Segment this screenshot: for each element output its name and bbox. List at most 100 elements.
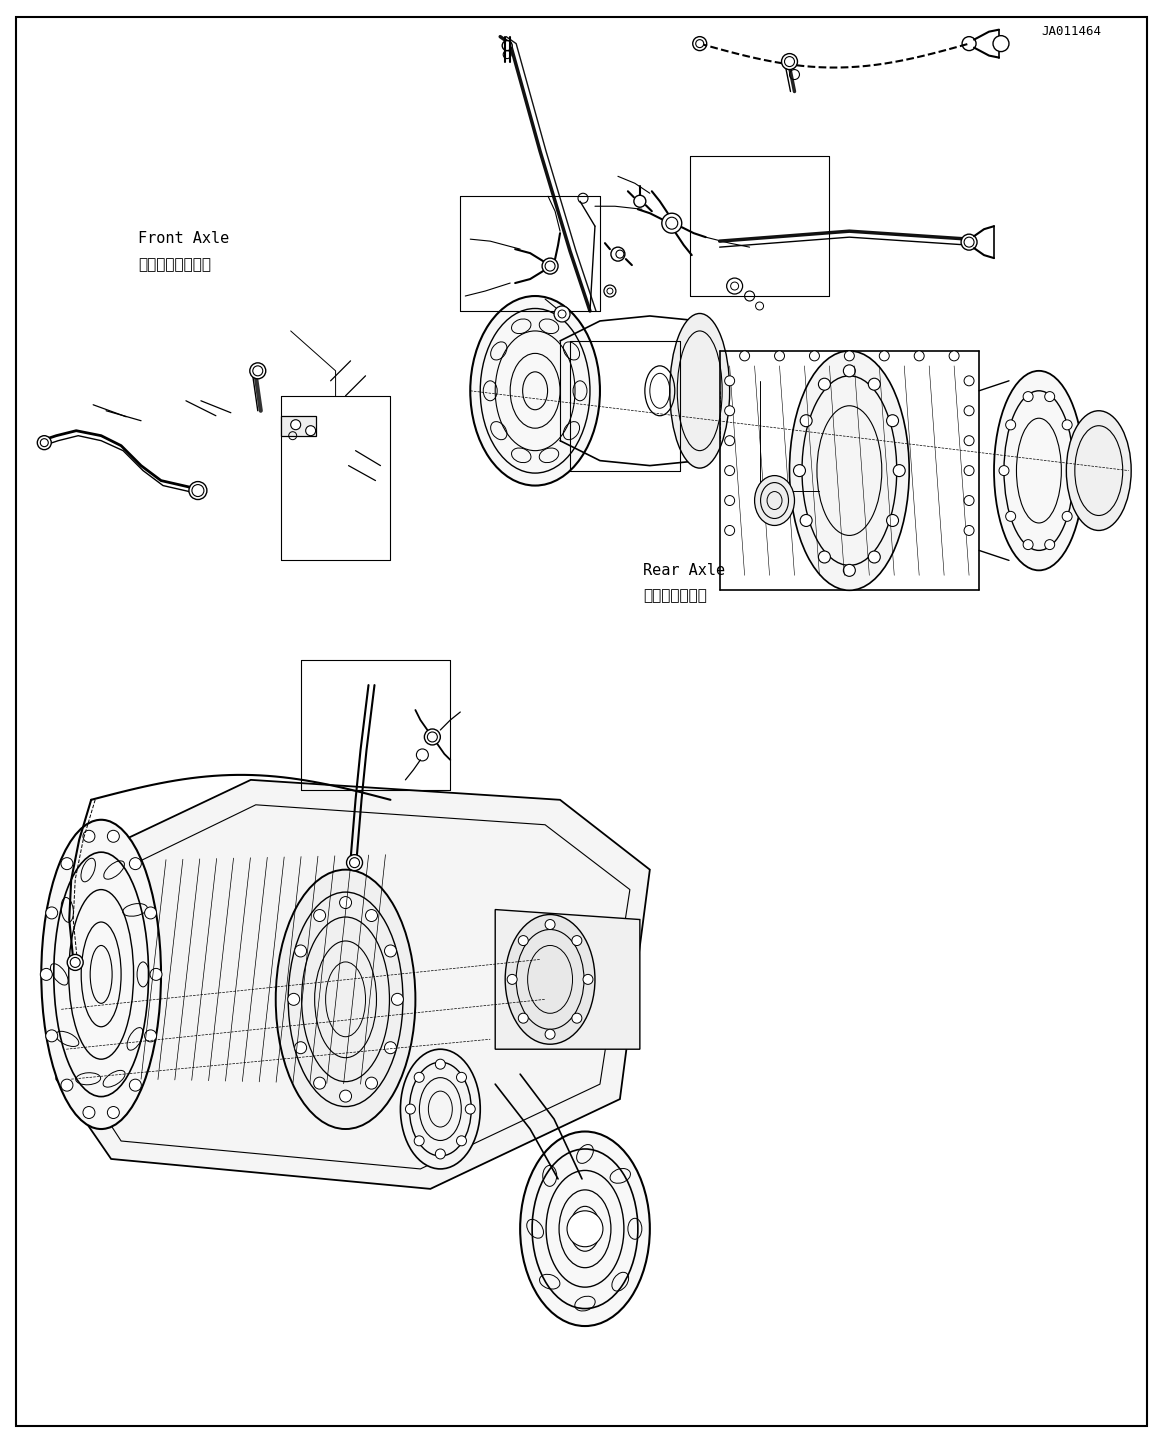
Circle shape [964, 405, 975, 416]
Circle shape [914, 351, 925, 361]
Circle shape [572, 935, 582, 945]
Circle shape [365, 909, 378, 922]
Circle shape [414, 1072, 424, 1082]
Circle shape [306, 426, 315, 436]
Circle shape [999, 466, 1009, 476]
Circle shape [365, 1076, 378, 1089]
Circle shape [1069, 466, 1079, 476]
Circle shape [1044, 391, 1055, 401]
Circle shape [725, 375, 735, 385]
Circle shape [314, 909, 326, 922]
Circle shape [424, 729, 441, 745]
Circle shape [949, 351, 959, 361]
Circle shape [414, 1136, 424, 1146]
Ellipse shape [520, 1131, 650, 1326]
Circle shape [107, 830, 120, 843]
Circle shape [844, 351, 855, 361]
Circle shape [385, 945, 397, 957]
Circle shape [725, 436, 735, 446]
Circle shape [800, 515, 812, 527]
Circle shape [964, 495, 975, 505]
Polygon shape [56, 779, 650, 1189]
Circle shape [843, 564, 855, 576]
Circle shape [819, 551, 830, 563]
Circle shape [45, 1030, 58, 1042]
Circle shape [502, 40, 512, 51]
Circle shape [886, 414, 899, 427]
Circle shape [1062, 420, 1072, 430]
Circle shape [554, 306, 570, 322]
Circle shape [1023, 391, 1033, 401]
Ellipse shape [994, 371, 1084, 570]
Circle shape [809, 351, 820, 361]
Circle shape [435, 1059, 445, 1069]
Circle shape [60, 857, 73, 870]
Circle shape [843, 365, 855, 377]
Circle shape [287, 993, 300, 1006]
Circle shape [993, 36, 1009, 52]
Circle shape [879, 351, 890, 361]
Circle shape [519, 1013, 528, 1023]
Circle shape [961, 234, 977, 250]
Circle shape [545, 1029, 555, 1039]
Circle shape [250, 362, 266, 380]
Text: フロントアクスル: フロントアクスル [138, 257, 212, 273]
Circle shape [727, 278, 743, 294]
Circle shape [1023, 540, 1033, 550]
Circle shape [60, 1079, 73, 1091]
Circle shape [819, 378, 830, 390]
Circle shape [542, 258, 558, 274]
Ellipse shape [400, 1049, 480, 1169]
Circle shape [572, 1013, 582, 1023]
Circle shape [893, 465, 905, 476]
Circle shape [1006, 420, 1015, 430]
Circle shape [107, 1107, 120, 1118]
Circle shape [583, 974, 593, 984]
Circle shape [37, 436, 51, 450]
Circle shape [964, 466, 975, 476]
Circle shape [568, 1211, 602, 1247]
Circle shape [886, 515, 899, 527]
Ellipse shape [505, 915, 595, 1045]
Circle shape [695, 39, 704, 48]
Circle shape [964, 525, 975, 535]
Circle shape [662, 214, 682, 234]
Circle shape [740, 351, 750, 361]
Circle shape [294, 1042, 307, 1053]
Text: Rear Axle: Rear Axle [643, 563, 725, 577]
Circle shape [725, 466, 735, 476]
Ellipse shape [470, 296, 600, 485]
Circle shape [725, 405, 735, 416]
Circle shape [457, 1072, 466, 1082]
Circle shape [782, 53, 798, 69]
Circle shape [545, 919, 555, 929]
Circle shape [1006, 511, 1015, 521]
Circle shape [347, 854, 363, 870]
Circle shape [314, 1076, 326, 1089]
Ellipse shape [670, 313, 729, 468]
Circle shape [507, 974, 518, 984]
Circle shape [1044, 540, 1055, 550]
Circle shape [67, 954, 84, 970]
Text: Front Axle: Front Axle [138, 231, 229, 247]
Circle shape [869, 378, 880, 390]
Circle shape [604, 286, 616, 297]
Circle shape [340, 896, 351, 909]
Ellipse shape [790, 351, 909, 590]
Circle shape [41, 968, 52, 980]
Polygon shape [495, 909, 640, 1049]
Circle shape [519, 935, 528, 945]
Circle shape [144, 908, 157, 919]
Circle shape [465, 1104, 476, 1114]
Text: JA011464: JA011464 [1041, 25, 1101, 38]
Circle shape [144, 1030, 157, 1042]
Circle shape [406, 1104, 415, 1114]
Circle shape [1062, 511, 1072, 521]
Circle shape [616, 250, 623, 258]
Circle shape [294, 945, 307, 957]
Ellipse shape [276, 870, 415, 1128]
Circle shape [457, 1136, 466, 1146]
Ellipse shape [42, 820, 160, 1128]
Circle shape [793, 465, 806, 476]
Circle shape [725, 495, 735, 505]
